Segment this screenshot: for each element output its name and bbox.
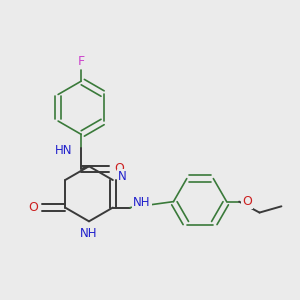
Text: O: O — [28, 201, 38, 214]
Text: HN: HN — [55, 143, 73, 157]
Text: N: N — [118, 170, 127, 183]
Text: NH: NH — [80, 227, 98, 240]
Text: NH: NH — [133, 196, 151, 209]
Text: F: F — [78, 55, 85, 68]
Text: O: O — [114, 162, 124, 175]
Text: O: O — [242, 195, 252, 208]
